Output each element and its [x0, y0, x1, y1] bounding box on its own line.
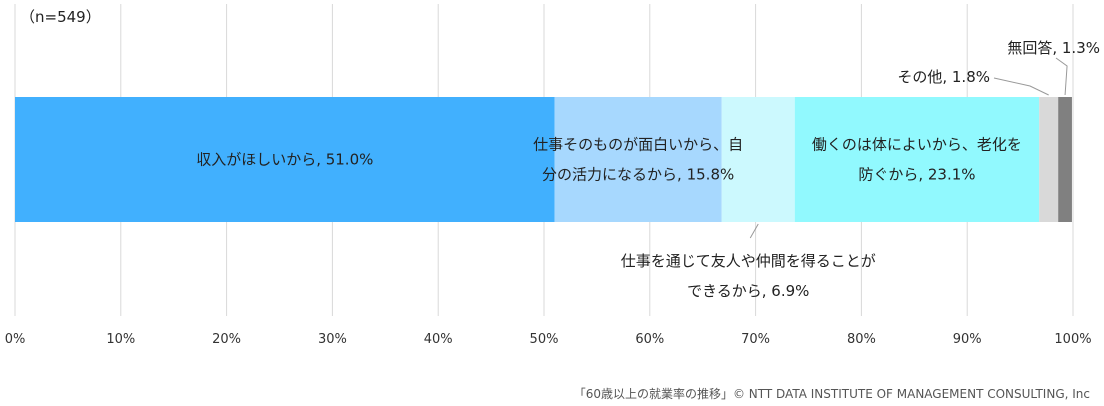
x-tick-label: 10%	[106, 332, 135, 347]
leader-line	[993, 77, 1049, 96]
bar-segment	[721, 97, 795, 222]
segment-label: 働くのは体によいから、老化を	[812, 136, 1022, 154]
segment-label: できるから, 6.9%	[687, 282, 809, 300]
x-axis-tick-labels: 0% 10% 20% 30% 40% 50% 60% 70% 80% 90% 100%	[5, 332, 1092, 347]
x-tick-label: 80%	[847, 332, 876, 347]
bar-segment	[554, 97, 722, 222]
bar-segment	[794, 97, 1040, 222]
x-tick-label: 100%	[1054, 332, 1091, 347]
x-tick-label: 20%	[212, 332, 241, 347]
leader-line	[749, 223, 759, 239]
segment-label: 防ぐから, 23.1%	[858, 166, 975, 184]
x-tick-label: 60%	[635, 332, 664, 347]
sample-size-note: （n=549）	[20, 8, 101, 26]
segment-label: 分の活力になるから, 15.8%	[542, 166, 734, 184]
x-tick-label: 50%	[530, 332, 559, 347]
bar-segment	[1039, 97, 1059, 222]
leader-line	[1055, 57, 1068, 96]
segment-label: 仕事を通じて友人や仲間を得ることが	[621, 252, 876, 270]
x-tick-label: 70%	[741, 332, 770, 347]
x-tick-label: 30%	[318, 332, 347, 347]
bar-segment	[1058, 97, 1072, 222]
bar-segment	[15, 97, 555, 222]
segment-label: 無回答, 1.3%	[1007, 39, 1100, 57]
segment-label: その他, 1.8%	[897, 68, 990, 86]
segment-label: 仕事そのものが面白いから、自	[533, 136, 743, 154]
source-credit: 「60歳以上の就業率の推移」© NTT DATA INSTITUTE OF MA…	[574, 386, 1090, 401]
x-tick-label: 0%	[5, 332, 26, 347]
x-tick-label: 40%	[424, 332, 453, 347]
bar-segments	[15, 97, 1072, 222]
leader-lines	[749, 57, 1068, 239]
x-tick-label: 90%	[953, 332, 982, 347]
segment-label: 収入がほしいから, 51.0%	[196, 151, 373, 169]
segment-labels: 収入がほしいから, 51.0% 仕事そのものが面白いから、自分の活力になるから, …	[196, 39, 1100, 300]
